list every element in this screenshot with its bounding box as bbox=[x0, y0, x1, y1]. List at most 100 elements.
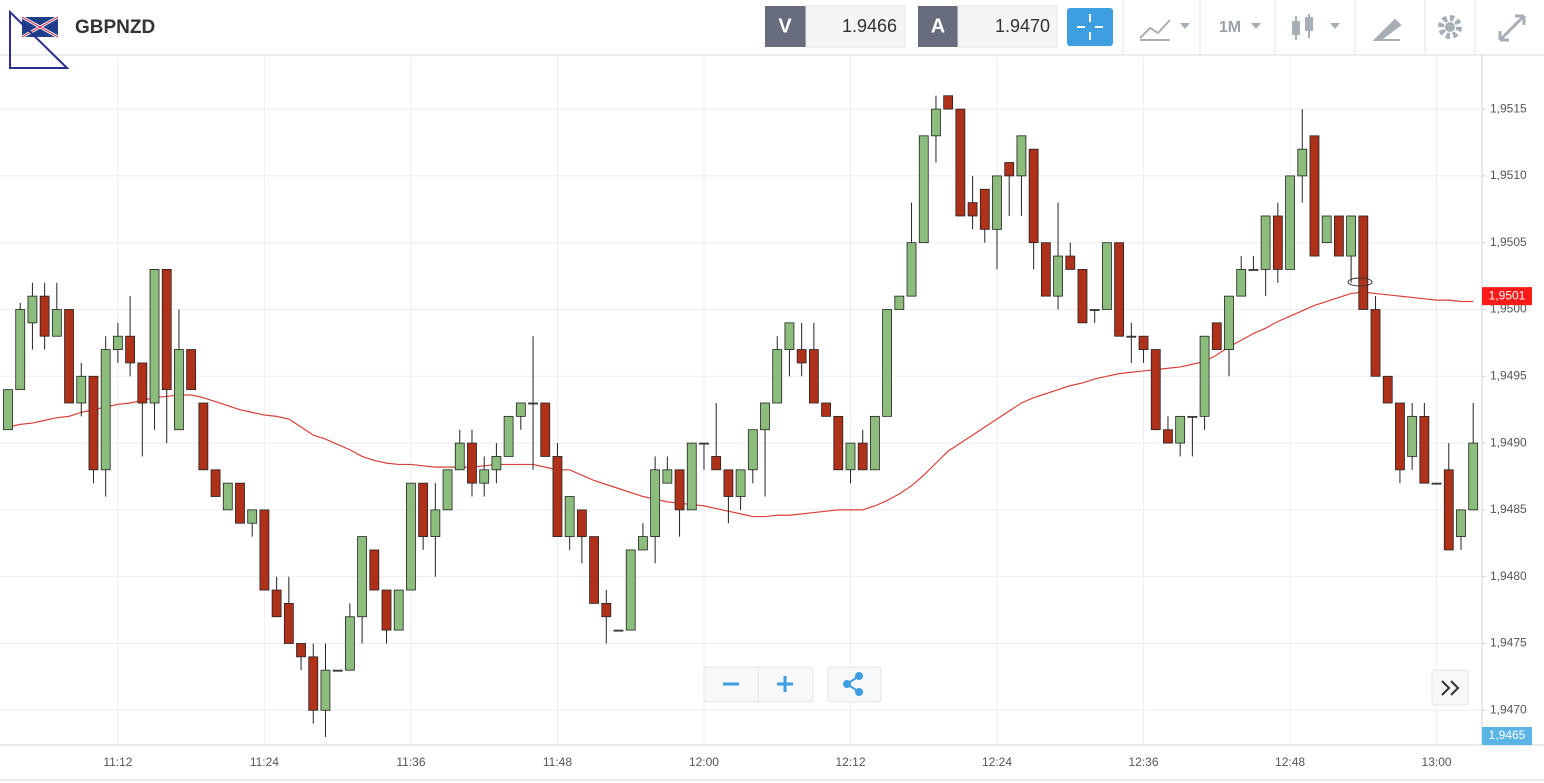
crosshair-icon bbox=[1077, 14, 1103, 40]
candle-body bbox=[1309, 135, 1320, 257]
candle-body bbox=[1431, 482, 1442, 485]
candle-icon[interactable] bbox=[1292, 14, 1313, 40]
candle-body bbox=[711, 456, 722, 471]
candle-body bbox=[1285, 175, 1295, 270]
candle-body bbox=[918, 135, 929, 244]
dropdown-arrow bbox=[1180, 23, 1190, 29]
candle-body bbox=[796, 349, 807, 364]
candle-body bbox=[845, 442, 856, 471]
share-dot bbox=[843, 680, 851, 688]
candle-body bbox=[100, 349, 111, 471]
candle-body bbox=[638, 536, 648, 551]
candle-body bbox=[1224, 295, 1234, 350]
y-tick-label: 1,9495 bbox=[1490, 368, 1527, 382]
candle-body bbox=[259, 509, 270, 591]
candle-body bbox=[552, 456, 563, 537]
candle-body bbox=[1138, 335, 1149, 350]
candle-body bbox=[332, 669, 343, 672]
x-tick-label: 11:24 bbox=[250, 755, 279, 769]
candle-body bbox=[1040, 242, 1051, 297]
candle-body bbox=[1321, 215, 1332, 244]
candle-body bbox=[1089, 309, 1100, 311]
fullscreen-icon[interactable] bbox=[1498, 14, 1526, 42]
candle-body bbox=[747, 429, 758, 471]
dropdown-arrow bbox=[1330, 23, 1340, 29]
x-tick-label: 12:36 bbox=[1129, 755, 1159, 769]
candle-body bbox=[1370, 309, 1381, 377]
candle-body bbox=[808, 349, 819, 404]
bid-button[interactable] bbox=[765, 6, 806, 47]
candle-body bbox=[406, 482, 416, 591]
settings-icon[interactable] bbox=[1438, 15, 1462, 39]
candle-body bbox=[650, 469, 661, 537]
y-tick-label: 1,9500 bbox=[1490, 302, 1527, 316]
cursor-price-tag bbox=[1482, 727, 1532, 745]
timeframe[interactable]: 1M bbox=[1219, 19, 1241, 36]
candle-body bbox=[1004, 162, 1015, 177]
x-tick-label: 12:00 bbox=[689, 755, 719, 769]
y-tick-label: 1,9485 bbox=[1490, 502, 1527, 516]
candle-body bbox=[418, 482, 429, 537]
candle-body bbox=[857, 442, 868, 471]
candle-body bbox=[894, 295, 905, 310]
candle-body bbox=[906, 242, 917, 297]
candle-body bbox=[3, 389, 13, 431]
candle-body bbox=[528, 402, 538, 405]
share-dot bbox=[855, 672, 863, 680]
chart-type-icon[interactable] bbox=[1139, 19, 1171, 41]
candle-body bbox=[76, 375, 87, 404]
candle-body bbox=[613, 629, 624, 632]
candle-body bbox=[381, 589, 392, 631]
candle-body bbox=[1175, 415, 1186, 444]
crosshair-button[interactable] bbox=[1067, 8, 1113, 46]
cursor-marker bbox=[1347, 277, 1373, 287]
candle-body bbox=[870, 415, 880, 471]
candle-body bbox=[296, 643, 306, 658]
candle-body bbox=[662, 469, 673, 484]
draw-icon[interactable] bbox=[1372, 18, 1402, 41]
candle-body bbox=[393, 589, 404, 631]
y-tick-label: 1,9490 bbox=[1490, 435, 1527, 449]
bid-box bbox=[805, 5, 906, 48]
y-tick-label: 1,9510 bbox=[1490, 168, 1527, 182]
candle-body bbox=[186, 349, 197, 391]
zoom-in[interactable] bbox=[777, 676, 793, 692]
candle-body bbox=[125, 335, 135, 364]
candle-body bbox=[576, 509, 587, 537]
scroll-end-button[interactable] bbox=[1431, 669, 1469, 706]
candle-body bbox=[967, 202, 978, 217]
ask-button[interactable] bbox=[918, 6, 958, 47]
candle-body bbox=[308, 656, 319, 711]
candle-body bbox=[1358, 215, 1369, 310]
candle-body bbox=[15, 309, 26, 391]
candle-body bbox=[1419, 415, 1430, 484]
candle-body bbox=[88, 375, 99, 471]
candle-body bbox=[210, 469, 221, 497]
candle-body bbox=[1272, 215, 1283, 270]
flag-cross-red bbox=[21, 16, 59, 38]
candle-body bbox=[1468, 442, 1479, 511]
candle-body bbox=[1382, 375, 1393, 404]
candle-body bbox=[931, 108, 941, 137]
candle-body bbox=[1102, 242, 1112, 310]
y-tick-label: 1,9515 bbox=[1490, 101, 1527, 115]
y-tick-label: 1,9470 bbox=[1490, 702, 1527, 716]
candle-body bbox=[247, 509, 258, 524]
candle-body bbox=[467, 442, 477, 484]
candle-body bbox=[1236, 269, 1247, 297]
candle-body bbox=[1016, 135, 1027, 177]
bid-price: 1.9466 bbox=[842, 16, 897, 36]
candle-body bbox=[64, 309, 74, 404]
x-tick-label: 11:48 bbox=[543, 755, 572, 769]
candle-body bbox=[283, 602, 294, 644]
settings-hub bbox=[1445, 22, 1455, 32]
candle-body bbox=[344, 616, 355, 671]
candle-body bbox=[357, 536, 367, 618]
candle-body bbox=[149, 269, 160, 404]
share-button[interactable] bbox=[827, 666, 882, 703]
scroll-end-icon bbox=[1441, 680, 1460, 696]
candle-body bbox=[430, 509, 441, 537]
candle-body bbox=[271, 589, 282, 618]
candle-body bbox=[479, 469, 490, 484]
bid-label: V bbox=[778, 15, 792, 37]
